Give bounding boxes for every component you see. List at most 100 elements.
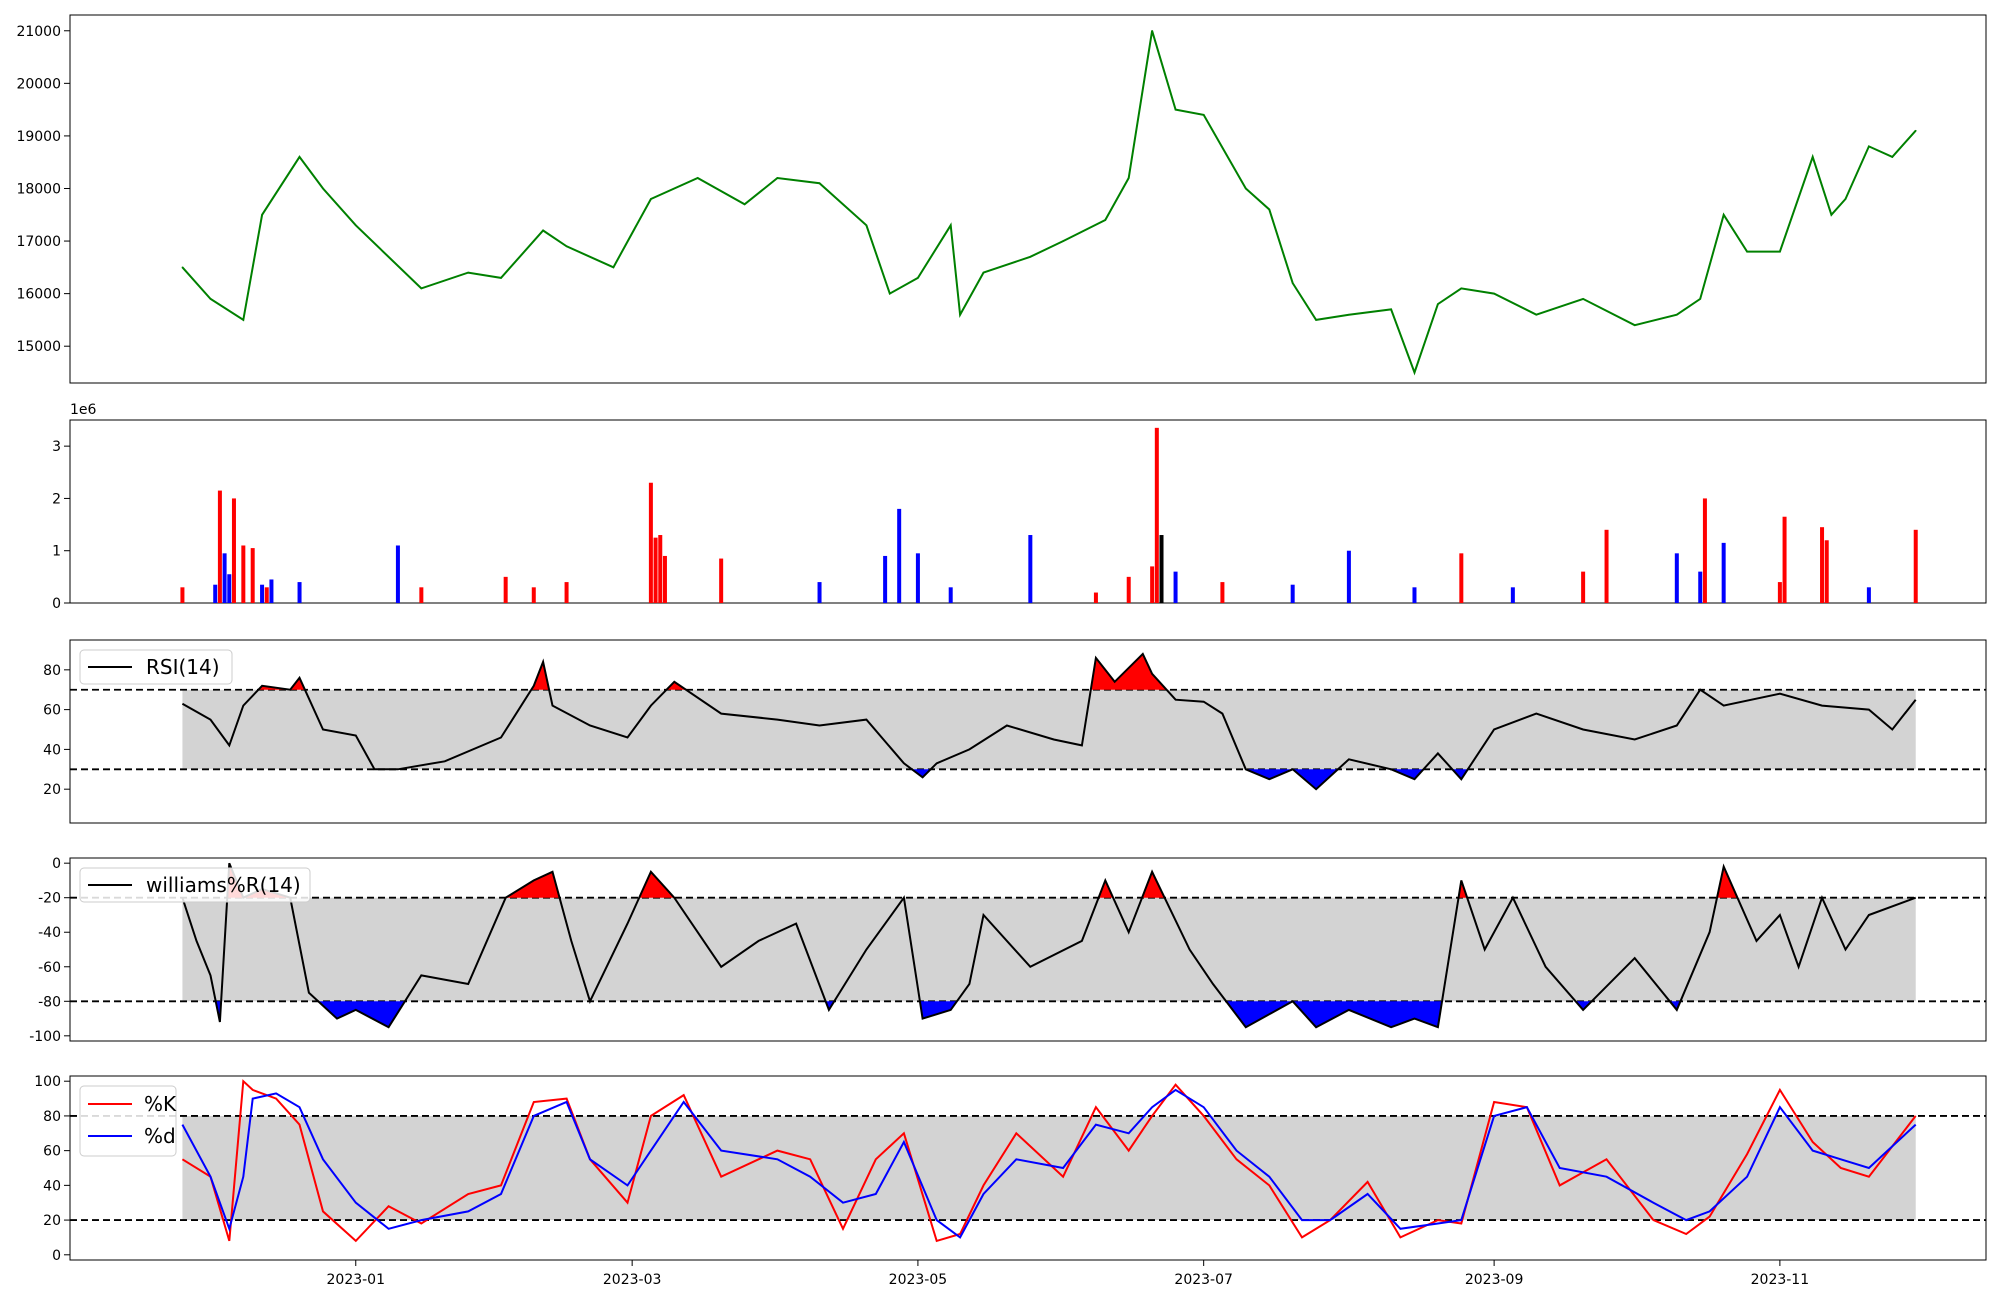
price-point [917,277,919,279]
volume-bar [1581,571,1586,603]
volume-bar [648,482,653,603]
williams-oversold-fill [1575,1001,1592,1010]
price-point [612,266,615,269]
price-point [354,224,357,227]
price-point [889,292,891,295]
volume-bar [948,587,953,603]
volume-bar [1604,529,1609,603]
stochastic-panel-frame [69,1075,1987,1261]
stochastic-panel-ytick-label: 80 [43,1109,61,1125]
price-point [959,313,961,316]
price-point [776,177,779,179]
volume-bar [1721,542,1726,603]
williams-oversold-fill [1226,1001,1293,1028]
williams-panel-ytick-label: -20 [38,891,61,907]
volume-bar [1154,427,1159,603]
volume-bar [817,582,822,603]
price-panel-ytick-label: 17000 [16,234,61,250]
x-axis-tick-label: 2023-05 [889,1272,948,1288]
stochastic-panel-ytick-label: 40 [43,1178,61,1194]
rsi-overbought-fill [290,677,305,690]
williams-panel-neutral-band [182,897,1916,1002]
price-point [1174,108,1177,111]
price-point [1202,114,1205,116]
volume-bar [217,490,222,603]
price-point [1151,29,1153,32]
price-point [1779,250,1781,253]
volume-bar [241,545,246,603]
price-point [500,277,502,279]
price-point [1699,298,1702,300]
volume-panel-ytick-label: 2 [52,491,61,507]
rsi-line [181,652,1917,791]
williams-oversold-fill [1292,1001,1442,1028]
volume-panel-ytick-label: 3 [52,439,61,455]
williams-overbought-fill [1142,871,1165,898]
x-axis-tick-label: 2023-09 [1465,1272,1524,1288]
price-point [261,213,263,216]
price-point [1291,282,1294,284]
volume-bar [503,576,508,603]
price-point [565,245,568,248]
price-point [1245,187,1247,190]
volume-bar [1824,540,1829,603]
price-panel-ytick-label: 15000 [16,339,61,355]
price-panel-ytick-label: 16000 [16,287,61,303]
williams-line [181,862,1917,1029]
x-axis-tick-label: 2023-01 [327,1272,386,1288]
volume-bar [213,584,218,603]
price-panel-ytick-label: 19000 [16,129,61,145]
williams-legend-label: williams%R(14) [146,873,301,897]
volume-bar [1510,587,1515,603]
volume-exponent-label: 1e6 [70,402,97,418]
volume-bar [250,548,255,603]
volume-bar [297,582,302,603]
price-point [650,198,652,200]
price-point [242,319,245,321]
volume-bar [1290,584,1295,603]
price-point [181,266,184,269]
price-point [1811,156,1814,158]
williams-panel-ytick-label: -100 [29,1029,61,1045]
rsi-oversold-fill [911,769,931,778]
volume-bar [1346,550,1351,603]
volume-bar [915,553,920,603]
price-point [743,203,746,206]
price-point [542,229,544,232]
stochastic-d-line [181,1088,1917,1239]
rsi-legend-label: RSI(14) [146,655,220,679]
rsi-oversold-fill [1245,769,1293,780]
price-point [1830,213,1833,216]
williams-panel-ytick-label: -40 [38,925,61,941]
stochastic-panel-ytick-label: 20 [43,1213,61,1229]
stochastic-panel-ytick-label: 0 [52,1248,61,1264]
price-point [1914,129,1917,132]
williams-panel-ytick-label: -60 [38,960,61,976]
volume-bar [1126,576,1131,603]
price-panel-ytick-label: 18000 [16,181,61,197]
price-point [982,271,985,274]
rsi-panel-ytick-label: 60 [43,703,61,719]
stochastic-panel-ytick-label: 100 [34,1074,61,1090]
price-point [1493,292,1495,295]
volume-bar [897,508,902,603]
volume-bar [1220,582,1225,603]
price-line [181,30,1917,376]
rsi-panel-ytick-label: 40 [43,742,61,758]
rsi-overbought-fill [1090,653,1167,690]
williams-panel-ytick-label: 0 [52,856,61,872]
price-point [1029,256,1032,258]
x-axis-tick-label: 2023-07 [1174,1272,1233,1288]
volume-bar [180,587,185,603]
price-point [1268,208,1271,211]
volume-bar [1093,592,1098,603]
volume-bar [1782,516,1787,603]
price-point [1413,371,1416,374]
price-panel-ytick-label: 20000 [16,76,61,92]
price-point [1315,319,1317,321]
price-point [949,224,952,227]
rsi-panel-frame [69,639,1987,824]
x-axis-tick-label: 2023-03 [603,1272,662,1288]
volume-bar [260,584,265,603]
